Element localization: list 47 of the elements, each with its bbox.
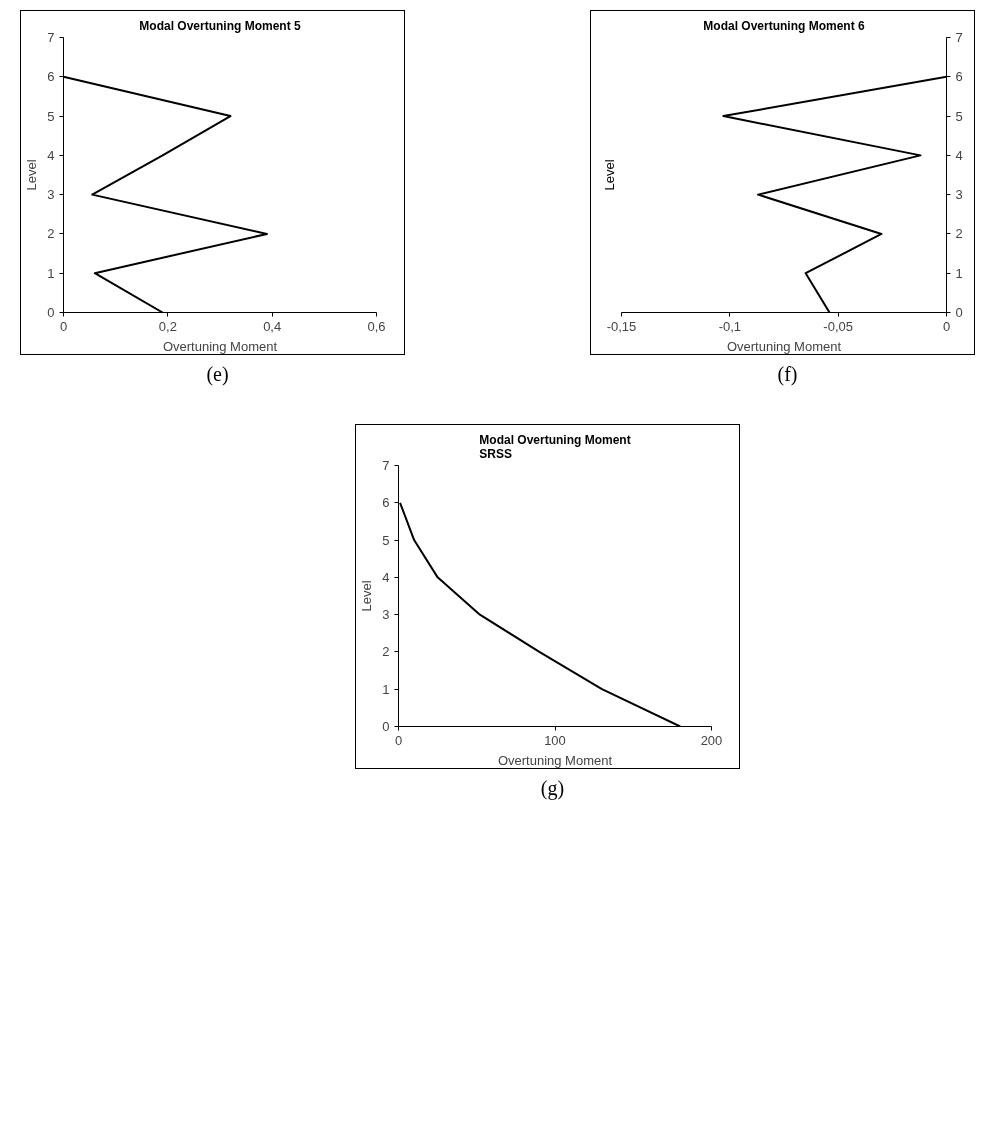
x-tick-label: 100 [544,732,566,748]
x-tick-label: -0,1 [718,318,742,334]
x-tick-label: 0,6 [367,318,386,334]
y-axis-title: Level [24,159,40,191]
text: (e) [206,362,229,388]
y-tick-label: 7 [955,30,963,45]
text: (f) [777,362,798,388]
y-tick-label: 5 [955,108,963,124]
y-tick-label: 5 [47,108,55,124]
y-tick-label: 6 [382,494,390,510]
x-tick-label: 0,2 [158,318,177,334]
y-tick-label: 1 [382,681,390,697]
x-axis-title: Overtuning Moment [162,338,278,354]
y-tick-label: 6 [47,69,55,85]
x-axis-title: Overtuning Moment [726,338,842,354]
y-tick-label: 6 [955,69,963,85]
y-tick-label: 1 [955,265,963,281]
x-tick-label: -0,15 [606,318,637,334]
y-tick-label: 3 [955,187,963,203]
y-tick-label: 5 [382,532,390,548]
chart-title: Modal Overtuning Moment 5 [139,18,301,33]
y-tick-label: 4 [382,569,390,585]
y-tick-label: 0 [955,305,963,320]
y-tick-label: 3 [382,606,390,622]
y-tick-label: 2 [955,226,963,242]
chart-title: Modal Overtuning Moment 6 [703,18,865,33]
x-tick-label: -0,05 [823,318,853,334]
y-tick-label: 7 [47,30,55,45]
y-tick-label: 4 [955,147,963,163]
text: (g) [540,775,565,802]
y-tick-label: 2 [47,226,55,242]
y-tick-label: 4 [47,147,55,163]
y-axis-title: Level [601,159,617,191]
y-tick-label: 2 [382,643,390,659]
y-tick-label: 1 [47,265,55,281]
x-axis-title: Overtuning Moment [497,752,613,768]
x-tick-label: 0 [942,318,951,334]
x-tick-label: 0 [394,732,403,748]
chart-title: Modal Overtuning Moment SRSS [479,432,631,461]
x-tick-label: 200 [700,732,723,748]
y-tick-label: 3 [47,187,55,203]
y-axis-title: Level [359,579,375,612]
y-tick-label: 0 [382,718,390,734]
y-tick-label: 0 [47,305,55,320]
y-tick-label: 7 [382,457,390,473]
x-tick-label: 0,4 [263,318,282,334]
x-tick-label: 0 [59,318,68,334]
